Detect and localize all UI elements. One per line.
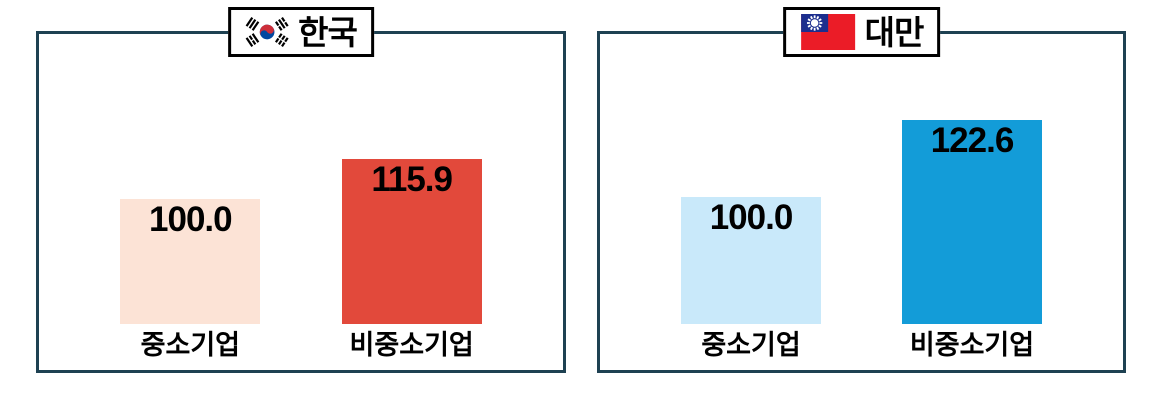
taiwan-sme-bar: 100.0 [681, 197, 821, 324]
taiwan-plot-area: 100.0 중소기업 122.6 비중소기업 [600, 34, 1123, 370]
taiwan-nonsme-column: 122.6 비중소기업 [902, 120, 1042, 362]
korea-chart-title-badge: 한국 [228, 7, 374, 57]
korea-chart-title: 한국 [298, 13, 358, 51]
south-korea-flag-icon [245, 17, 290, 47]
taiwan-sme-category-label: 중소기업 [701, 330, 801, 360]
korea-sme-category-label: 중소기업 [140, 330, 241, 360]
korea-nonsme-bar: 115.9 [341, 159, 482, 324]
korea-sme-value-label: 100.0 [149, 200, 233, 239]
korea-nonsme-category-label: 비중소기업 [349, 330, 474, 360]
taiwan-flag-icon [800, 14, 855, 50]
taiwan-chart-title-badge: 대만 [782, 7, 941, 57]
korea-nonsme-value-label: 115.9 [371, 160, 453, 199]
korea-chart-panel: 한국 100.0 중소기업 115.9 비중소기업 [36, 7, 566, 373]
korea-sme-bar: 100.0 [120, 199, 261, 324]
taiwan-sme-value-label: 100.0 [709, 198, 794, 237]
taiwan-nonsme-value-label: 122.6 [930, 121, 1015, 160]
taiwan-sme-column: 100.0 중소기업 [681, 197, 821, 362]
taiwan-chart-panel: 대만 100.0 중소기업 122.6 비중소기업 [597, 7, 1126, 373]
korea-plot-area: 100.0 중소기업 115.9 비중소기업 [39, 34, 563, 370]
korea-nonsme-column: 115.9 비중소기업 [341, 159, 482, 362]
taiwan-nonsme-bar: 122.6 [902, 120, 1042, 324]
taiwan-chart-title: 대만 [864, 13, 925, 51]
taiwan-nonsme-category-label: 비중소기업 [909, 330, 1035, 360]
korea-sme-column: 100.0 중소기업 [120, 199, 261, 362]
